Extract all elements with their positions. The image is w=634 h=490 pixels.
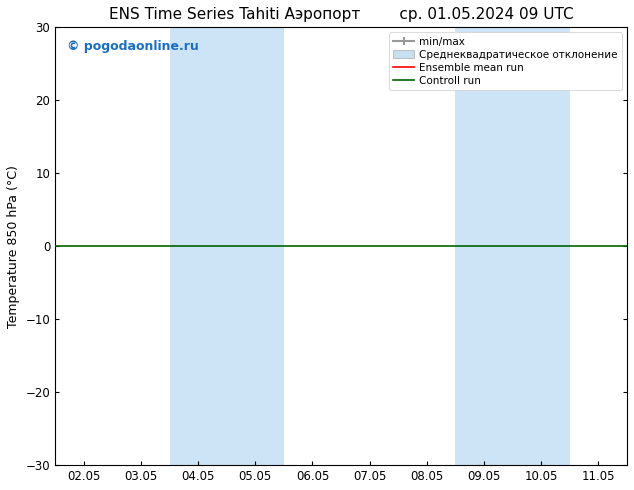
Bar	[169, 27, 227, 465]
Text: © pogodaonline.ru: © pogodaonline.ru	[67, 40, 198, 53]
Title: ENS Time Series Tahiti Аэропорт        ср. 01.05.2024 09 UTC: ENS Time Series Tahiti Аэропорт ср. 01.0…	[109, 7, 573, 22]
Bar	[227, 27, 284, 465]
Bar	[513, 27, 570, 465]
Y-axis label: Temperature 850 hPa (°C): Temperature 850 hPa (°C)	[7, 165, 20, 328]
Bar	[455, 27, 513, 465]
Legend: min/max, Среднеквадратическое отклонение, Ensemble mean run, Controll run: min/max, Среднеквадратическое отклонение…	[389, 32, 622, 90]
